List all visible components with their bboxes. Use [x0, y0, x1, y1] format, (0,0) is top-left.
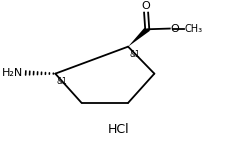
Text: CH₃: CH₃ [185, 24, 203, 34]
Text: H₂N: H₂N [1, 68, 23, 78]
Text: HCl: HCl [108, 123, 129, 136]
Text: &1: &1 [129, 50, 140, 59]
Text: O: O [170, 24, 179, 34]
Polygon shape [128, 28, 150, 47]
Text: &1: &1 [57, 77, 67, 86]
Text: O: O [142, 1, 150, 11]
